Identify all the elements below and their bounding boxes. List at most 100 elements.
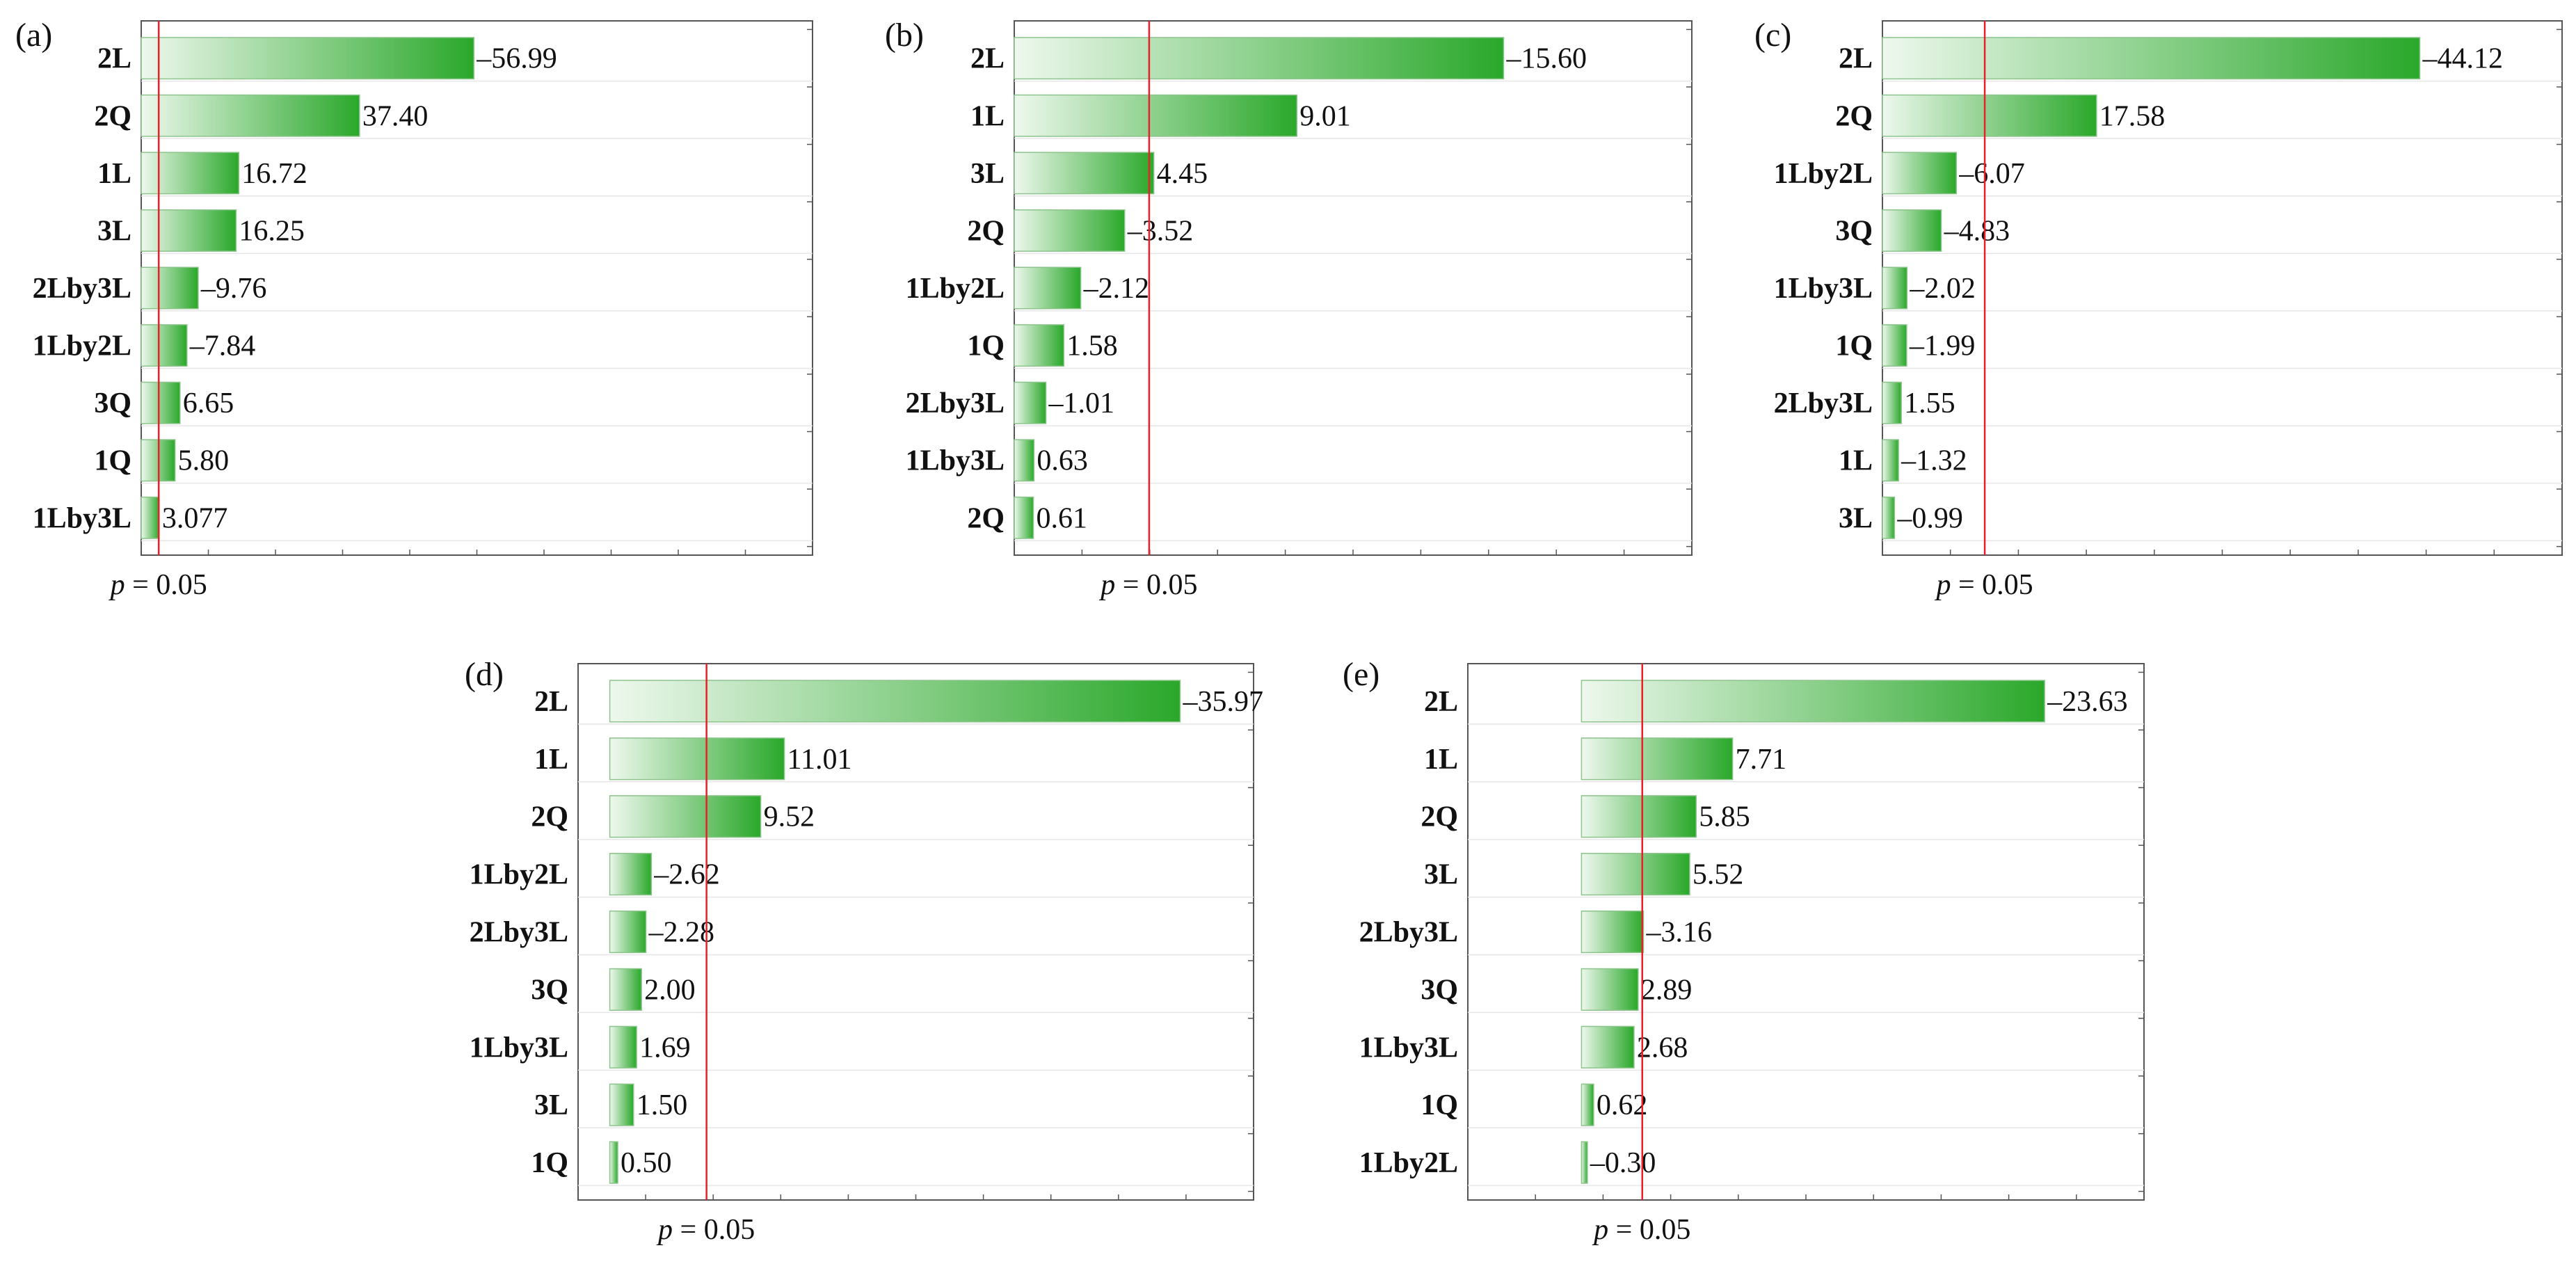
bar[interactable] xyxy=(1581,737,1734,781)
value-label: 9.01 xyxy=(1299,100,1351,132)
category-label: 2L xyxy=(97,43,131,75)
value-label: 16.72 xyxy=(241,158,307,190)
bar[interactable] xyxy=(1014,439,1035,482)
bar[interactable] xyxy=(1882,496,1896,539)
value-label: –0.99 xyxy=(1896,502,1963,534)
plot-frame xyxy=(1467,663,2145,1201)
value-label: 16.25 xyxy=(239,215,305,247)
bar[interactable] xyxy=(1581,910,1645,954)
panel-label: (c) xyxy=(1754,17,1791,54)
bar[interactable] xyxy=(141,94,360,137)
bar[interactable] xyxy=(1882,209,1942,252)
value-label: 1.69 xyxy=(639,1032,691,1064)
bar[interactable] xyxy=(1581,968,1639,1011)
category-label: 1L xyxy=(1839,445,1873,477)
value-label: 2.89 xyxy=(1641,974,1693,1006)
bar[interactable] xyxy=(141,152,240,195)
category-label: 1Q xyxy=(94,445,131,477)
bar[interactable] xyxy=(609,910,647,954)
bar[interactable] xyxy=(141,266,199,310)
value-label: 2.00 xyxy=(644,974,696,1006)
bar[interactable] xyxy=(141,209,237,252)
bar[interactable] xyxy=(141,324,188,367)
bar[interactable] xyxy=(1882,381,1902,424)
category-label: 2Lby3L xyxy=(33,273,131,305)
bar[interactable] xyxy=(609,853,653,896)
category-label: 3Q xyxy=(1835,215,1873,247)
bar[interactable] xyxy=(1014,94,1298,137)
value-label: –9.76 xyxy=(200,273,267,305)
category-label: 1Lby3L xyxy=(1774,273,1873,305)
value-label: 1.58 xyxy=(1066,330,1118,362)
value-label: 2.68 xyxy=(1637,1032,1688,1064)
bar[interactable] xyxy=(1581,1141,1588,1184)
chart-panel: (e) 2L –23.63 1L 7.71 2Q 5.85 3L 5.52 2Lby3L –3.16… xyxy=(1343,656,2145,1246)
bar[interactable] xyxy=(609,795,762,838)
category-label: 2Q xyxy=(531,801,568,833)
value-label: –6.07 xyxy=(1958,158,2025,190)
bar[interactable] xyxy=(609,737,785,781)
value-label: 0.61 xyxy=(1037,502,1088,534)
bar[interactable] xyxy=(609,968,642,1011)
bar[interactable] xyxy=(1581,1083,1594,1126)
bar[interactable] xyxy=(1014,152,1155,195)
bar[interactable] xyxy=(1014,37,1505,80)
bar[interactable] xyxy=(609,680,1181,723)
bar[interactable] xyxy=(1882,152,1958,195)
category-label: 1Lby2L xyxy=(1359,1147,1458,1179)
bar[interactable] xyxy=(1882,324,1907,367)
bar[interactable] xyxy=(1581,853,1690,896)
bar[interactable] xyxy=(1581,795,1697,838)
bar[interactable] xyxy=(1882,94,2097,137)
threshold-label: p = 0.05 xyxy=(1098,569,1197,601)
category-label: 2Lby3L xyxy=(1774,387,1873,419)
bar[interactable] xyxy=(1014,266,1082,310)
category-label: 3L xyxy=(1839,502,1873,534)
category-label: 2L xyxy=(970,43,1005,75)
value-label: –44.12 xyxy=(2422,43,2503,75)
category-label: 3L xyxy=(970,158,1005,190)
bar[interactable] xyxy=(1882,439,1899,482)
category-label: 2L xyxy=(1839,43,1873,75)
category-label: 1Lby2L xyxy=(1774,158,1873,190)
value-label: 3.077 xyxy=(162,502,228,534)
bar[interactable] xyxy=(1581,680,2045,723)
bar[interactable] xyxy=(141,381,181,424)
value-label: –2.02 xyxy=(1909,273,1976,305)
threshold-label: p = 0.05 xyxy=(1592,1214,1690,1246)
value-label: 17.58 xyxy=(2099,100,2166,132)
bar[interactable] xyxy=(141,496,160,539)
chart-panel: (b) 2L –15.60 1L 9.01 3L 4.45 2Q –3.52 1Lby2L –2.1… xyxy=(885,17,1693,601)
category-label: 2L xyxy=(534,686,568,718)
value-label: –2.12 xyxy=(1083,273,1150,305)
bar[interactable] xyxy=(1014,496,1034,539)
bar[interactable] xyxy=(1014,381,1047,424)
category-label: 1Q xyxy=(531,1147,568,1179)
bar[interactable] xyxy=(1014,209,1126,252)
value-label: 5.52 xyxy=(1693,859,1744,891)
category-label: 2Q xyxy=(967,502,1005,534)
bar[interactable] xyxy=(609,1025,637,1069)
bar[interactable] xyxy=(1882,266,1908,310)
bar[interactable] xyxy=(1581,1025,1635,1069)
value-label: 1.50 xyxy=(637,1089,688,1121)
value-label: 5.85 xyxy=(1699,801,1750,833)
category-label: 3L xyxy=(534,1089,568,1121)
category-label: 1L xyxy=(970,100,1005,132)
value-label: 11.01 xyxy=(787,744,852,776)
bar[interactable] xyxy=(1014,324,1064,367)
category-label: 2Q xyxy=(967,215,1005,247)
category-label: 1L xyxy=(1424,744,1458,776)
category-label: 1Q xyxy=(1835,330,1873,362)
bar[interactable] xyxy=(1882,37,2421,80)
bar[interactable] xyxy=(609,1141,618,1184)
bar[interactable] xyxy=(141,37,474,80)
category-label: 1Lby3L xyxy=(33,502,131,534)
category-label: 1L xyxy=(534,744,568,776)
bar[interactable] xyxy=(609,1083,634,1126)
value-label: 6.65 xyxy=(183,387,234,419)
category-label: 1Q xyxy=(1421,1089,1458,1121)
value-label: –23.63 xyxy=(2047,686,2128,718)
category-label: 2Q xyxy=(1835,100,1873,132)
category-label: 3L xyxy=(97,215,131,247)
